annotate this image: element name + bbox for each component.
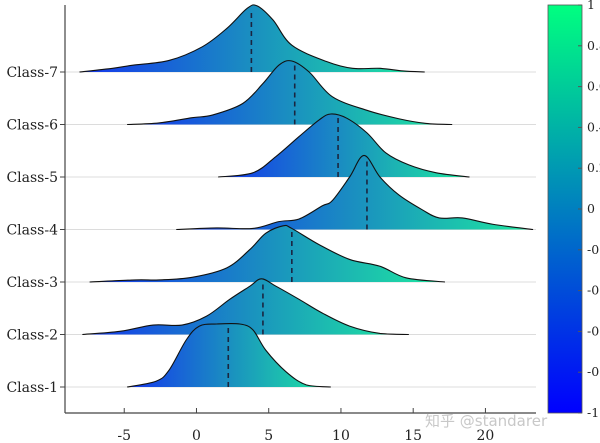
ridge-class-3 [89, 224, 446, 283]
colorbar: -1 -0.8 -0.6 -0.4 -0.2 0 0.2 0.4 0.6 0.8 1 [547, 0, 600, 420]
ridge-outline [127, 322, 331, 388]
colorbar-tick-label: -0.6 [587, 323, 600, 338]
y-tick-label: Class-1 [6, 380, 58, 396]
colorbar-tick-label: 1 [587, 0, 595, 12]
ridge-outline [176, 154, 534, 231]
x-tick-label: 15 [404, 428, 422, 443]
x-tick-label: 20 [477, 428, 495, 443]
colorbar-tick-label: -0.4 [587, 283, 600, 298]
ridge-fill [218, 113, 470, 177]
ridge-outline [127, 60, 453, 126]
watermark: 知乎 @standarer [425, 412, 548, 430]
axes: -5 0 5 10 15 20 Class-1 Class-2 Class-3 Class-4 Cl… [6, 5, 536, 443]
y-tick-label: Class-3 [6, 275, 58, 291]
colorbar-gradient [547, 4, 583, 414]
ridge-fill [127, 60, 453, 125]
y-tick-label: Class-5 [6, 170, 58, 186]
ridge-fill [79, 4, 425, 73]
ridge-class-7 [79, 4, 425, 73]
y-tick-label: Class-6 [6, 118, 58, 134]
x-tick-label: 0 [192, 428, 201, 443]
ridge-outline [79, 4, 425, 73]
ridge-outline [89, 224, 446, 283]
colorbar-tick-label: -0.2 [587, 242, 600, 257]
colorbar-tick-label: 0.2 [587, 160, 600, 175]
colorbar-tick-label: 0.8 [587, 38, 600, 53]
colorbar-tick-label: 0.4 [587, 119, 600, 134]
ridge-class-1 [127, 322, 331, 388]
y-tick-label: Class-2 [6, 328, 58, 344]
y-tick-label: Class-4 [6, 223, 58, 239]
colorbar-tick-label: 0.6 [587, 79, 600, 94]
ridge-fill [89, 225, 445, 282]
ridge-class-5 [218, 113, 470, 178]
ridge-outline [82, 278, 409, 336]
x-tick-label: 10 [332, 428, 350, 443]
colorbar-tick-label: -1 [587, 405, 599, 420]
ridge-class-4 [176, 154, 534, 231]
ridge-outline [218, 113, 470, 178]
ridge-class-6 [127, 60, 453, 126]
colorbar-tick-label: 0 [587, 201, 595, 216]
x-tick-label: 5 [264, 428, 273, 443]
y-tick-label: Class-7 [6, 65, 58, 81]
colorbar-tick-label: -0.8 [587, 364, 600, 379]
ridge-fill [176, 155, 534, 230]
ridges [79, 4, 534, 388]
ridge-class-2 [82, 278, 409, 336]
x-tick-label: -5 [117, 428, 131, 443]
ridge-fill [82, 278, 409, 335]
